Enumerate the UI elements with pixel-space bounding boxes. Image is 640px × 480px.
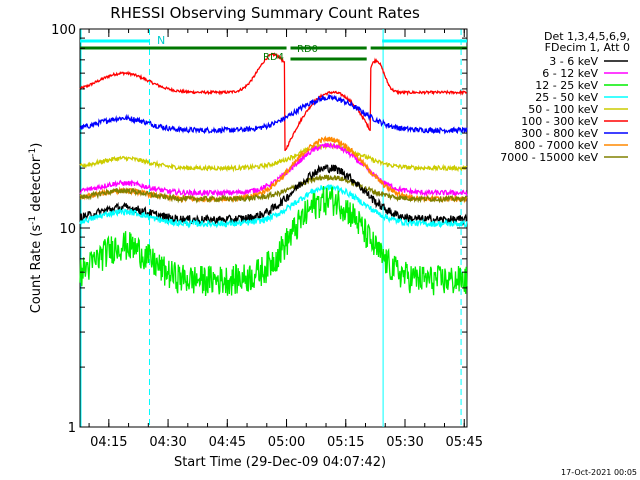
x-tick-label: 05:00 <box>268 435 305 450</box>
legend-label: 800 - 7000 keV <box>514 139 598 152</box>
legend-label: 300 - 800 keV <box>521 127 598 140</box>
series-line <box>79 135 468 204</box>
x-tick-label: 04:15 <box>90 435 127 450</box>
y-tick-label: 100 <box>51 23 76 38</box>
footer-date: 17-Oct-2021 00:05 <box>561 468 637 477</box>
series-line <box>79 163 468 227</box>
series-line <box>79 173 467 204</box>
legend-label: 25 - 50 keV <box>535 91 598 104</box>
x-tick-label: 05:45 <box>446 435 483 450</box>
chart-title: RHESSI Observing Summary Count Rates <box>110 4 420 22</box>
legend-label: 100 - 300 keV <box>521 115 598 128</box>
legend-header-line-1: Det 1,3,4,5,6,9, <box>544 30 630 43</box>
axes-layer: 04:15 04:30 04:45 05:00 05:15 05:30 05:45 1 10 10… <box>51 23 483 450</box>
rd4-label: RD4 <box>263 52 284 63</box>
night-label: N <box>157 34 165 47</box>
y-axis-label-sup2: -1 <box>28 148 38 157</box>
x-tick-label: 05:30 <box>386 435 423 450</box>
rd0-label: RD0 <box>297 44 318 55</box>
series-line <box>79 185 468 297</box>
series-line <box>79 52 467 152</box>
y-axis-label-mid: detector <box>29 156 44 216</box>
y-tick-label: 10 <box>59 222 76 237</box>
series-line <box>79 93 468 135</box>
y-axis-label-end: ) <box>29 143 44 148</box>
x-tick-label: 05:15 <box>327 435 364 450</box>
legend-label: 50 - 100 keV <box>528 103 598 116</box>
legend-label: 7000 - 15000 keV <box>500 151 598 164</box>
x-axis-label: Start Time (29-Dec-09 04:07:42) <box>174 455 386 470</box>
annotations-layer <box>80 29 467 427</box>
x-tick-label: 04:30 <box>149 435 186 450</box>
series-line <box>79 142 468 173</box>
x-tick-label: 04:45 <box>209 435 246 450</box>
y-tick-label: 1 <box>68 421 76 436</box>
legend-label: 3 - 6 keV <box>549 55 598 68</box>
legend-header-line-2: FDecim 1, Att 0 <box>545 41 630 54</box>
legend-label: 6 - 12 keV <box>542 67 598 80</box>
y-axis-label-sup1: -1 <box>28 216 38 225</box>
plot-frame <box>79 28 468 428</box>
legend-label: 12 - 25 keV <box>535 79 598 92</box>
series-line <box>79 184 468 229</box>
y-axis-label: Count Rate (s-1 detector-1) <box>28 143 44 314</box>
y-axis-label-main: Count Rate (s <box>29 225 44 314</box>
series-layer <box>79 52 468 297</box>
series-line <box>79 142 468 198</box>
